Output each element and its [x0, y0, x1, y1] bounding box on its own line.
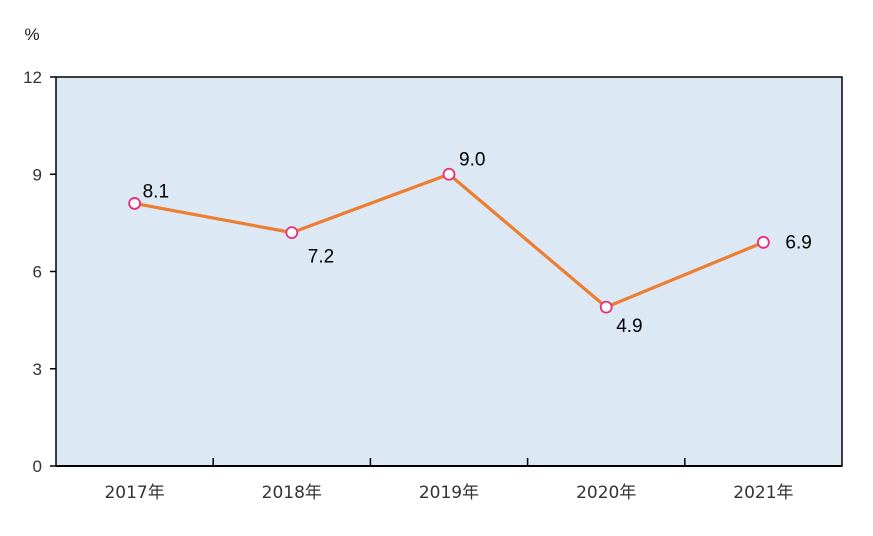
y-tick-label: 3 [33, 360, 42, 379]
data-point [285, 226, 299, 240]
series-layer [128, 167, 770, 314]
y-tick-label: 0 [33, 457, 42, 476]
data-label: 4.9 [616, 316, 642, 337]
y-tick-label: 12 [23, 68, 42, 87]
data-point [599, 300, 613, 314]
data-label: 7.2 [308, 247, 334, 268]
data-label: 9.0 [459, 149, 485, 170]
plot-area [55, 76, 843, 467]
y-tick-label: 6 [33, 263, 42, 282]
x-tick-label: 2017年 [104, 483, 164, 503]
data-label: 8.1 [143, 181, 169, 202]
x-tick-label: 2019年 [419, 483, 479, 503]
data-point [128, 197, 142, 210]
y-unit-label: % [24, 25, 39, 44]
data-label: 6.9 [785, 232, 811, 253]
data-point [757, 235, 770, 249]
data-labels-layer: 8.1 7.2 9.0 4.9 6.9 [143, 149, 812, 337]
x-tick-label: 2018年 [262, 483, 322, 503]
y-tick-label: 9 [33, 165, 42, 184]
x-tick-label: 2020年 [576, 483, 636, 503]
x-tick-label: 2021年 [733, 483, 793, 503]
x-axis: 2017年 2018年 2019年 2020年 2021年 [56, 458, 842, 503]
y-axis: 0 3 6 9 12 [23, 68, 56, 476]
data-point [442, 167, 456, 181]
